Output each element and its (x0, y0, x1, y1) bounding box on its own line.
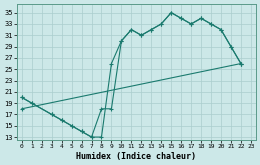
X-axis label: Humidex (Indice chaleur): Humidex (Indice chaleur) (76, 152, 196, 161)
